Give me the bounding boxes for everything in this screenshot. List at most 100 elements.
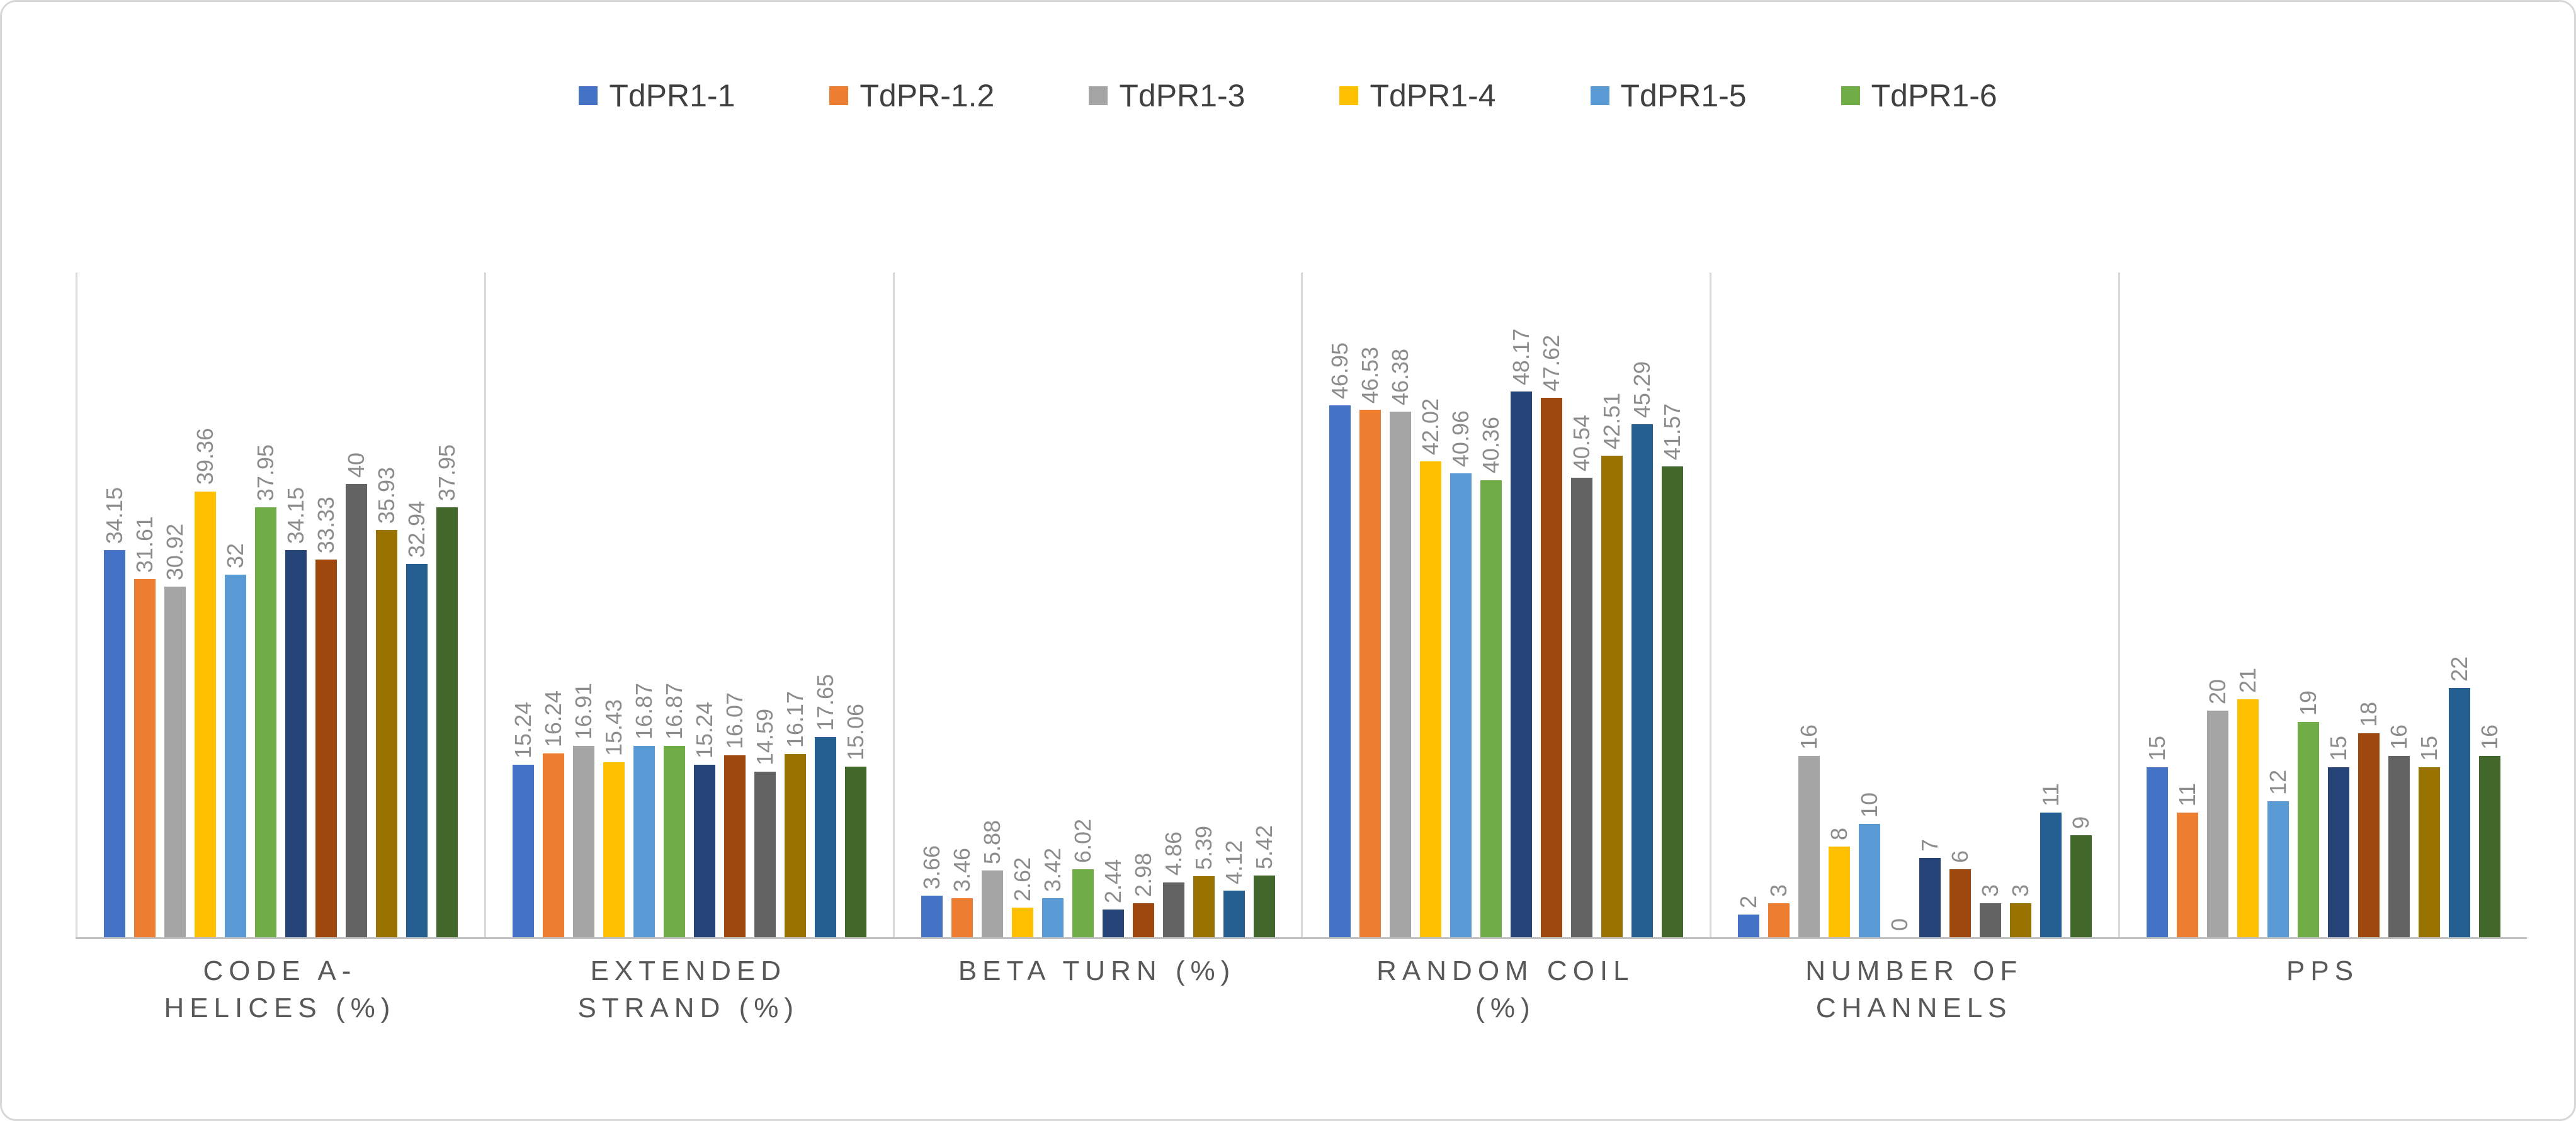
bar-value-label: 19 bbox=[2295, 690, 2322, 716]
bar-group: 15.24 16.24 16.91 15.43 16.87 16.87 15.24 16.07… bbox=[484, 273, 893, 937]
legend-item: TdPR-1.2 bbox=[829, 77, 994, 114]
bar-value-label: 11 bbox=[2038, 782, 2064, 806]
bar-value-label: 7 bbox=[1917, 838, 1943, 852]
category-label-line: STRAND (%) bbox=[577, 993, 800, 1024]
category-label: RANDOM COIL (%) bbox=[1301, 952, 1710, 1027]
bar bbox=[375, 530, 397, 937]
bar bbox=[1571, 478, 1593, 937]
bar bbox=[2237, 699, 2259, 937]
bar bbox=[1511, 391, 1533, 937]
bar-cell: 12 bbox=[2265, 273, 2291, 937]
category-label-line: HELICES (%) bbox=[164, 993, 396, 1024]
bar-cell: 40.36 bbox=[1478, 273, 1504, 937]
bar-cell: 21 bbox=[2235, 273, 2261, 937]
bar bbox=[2040, 813, 2062, 937]
bar bbox=[1980, 903, 2002, 937]
bar-value-label: 42.02 bbox=[1417, 398, 1444, 455]
bar-value-label: 16.24 bbox=[540, 690, 566, 747]
bar-cell: 40.54 bbox=[1569, 273, 1595, 937]
bar bbox=[2267, 801, 2289, 937]
legend-label: TdPR1-1 bbox=[609, 78, 735, 113]
bar bbox=[2070, 835, 2092, 937]
bar bbox=[345, 484, 367, 937]
bar-group: 3.66 3.46 5.88 2.62 3.42 6.02 2.44 2.98 4.86 5.39… bbox=[892, 273, 1302, 937]
bar-value-label: 16.91 bbox=[570, 682, 596, 740]
category-label-line: CODE A- bbox=[203, 955, 357, 986]
bar-value-label: 34.15 bbox=[101, 487, 127, 544]
bar-value-label: 15 bbox=[2325, 735, 2352, 761]
bar-cell: 15.06 bbox=[843, 273, 868, 937]
bar-value-label: 3 bbox=[1766, 884, 1792, 897]
legend-label: TdPR1-6 bbox=[1871, 78, 1997, 113]
category-label-line: NUMBER OF bbox=[1805, 955, 2023, 986]
bar bbox=[164, 587, 186, 937]
bar bbox=[1193, 876, 1215, 937]
bar-value-label: 21 bbox=[2235, 667, 2261, 693]
bar-cell: 46.38 bbox=[1387, 273, 1413, 937]
bar bbox=[633, 746, 655, 937]
bar-group: 46.95 46.53 46.38 42.02 40.96 40.36 48.17 47.62… bbox=[1301, 273, 1710, 937]
bar bbox=[2449, 688, 2471, 937]
bar-value-label: 4.12 bbox=[1220, 840, 1247, 884]
category-label-line: CHANNELS bbox=[1815, 993, 2012, 1024]
bar-cell: 4.12 bbox=[1220, 273, 1247, 937]
bar bbox=[2177, 813, 2199, 937]
bar-cell: 2 bbox=[1735, 273, 1761, 937]
bar bbox=[1011, 907, 1033, 937]
bar-cell: 16 bbox=[1796, 273, 1822, 937]
bar-cell: 37.95 bbox=[252, 273, 278, 937]
bar bbox=[254, 507, 276, 937]
bar bbox=[1662, 466, 1684, 937]
bar-value-label: 6.02 bbox=[1069, 818, 1096, 863]
category-label: PPS bbox=[2118, 952, 2527, 1027]
legend-item: TdPR1-4 bbox=[1339, 77, 1496, 114]
bar-value-label: 35.93 bbox=[373, 467, 399, 524]
bar-value-label: 47.62 bbox=[1538, 334, 1565, 392]
bar bbox=[663, 746, 685, 937]
legend-label: TdPR-1.2 bbox=[860, 78, 995, 113]
bar-value-label: 32.94 bbox=[403, 501, 429, 558]
bar-value-label: 40.96 bbox=[1448, 410, 1474, 467]
bar-group: 34.15 31.61 30.92 39.36 32 37.95 34.15 33.33 40 3… bbox=[76, 273, 484, 937]
bar bbox=[2388, 756, 2410, 937]
bar-value-label: 9 bbox=[2068, 816, 2094, 829]
legend-item: TdPR1-5 bbox=[1590, 77, 1747, 114]
bar-value-label: 15.24 bbox=[509, 701, 536, 758]
bar-value-label: 3.46 bbox=[948, 847, 975, 892]
bar bbox=[603, 762, 625, 937]
category-label: NUMBER OF CHANNELS bbox=[1710, 952, 2118, 1027]
legend-item: TdPR1-1 bbox=[579, 77, 735, 114]
bar-cell: 16.17 bbox=[782, 273, 808, 937]
bar bbox=[224, 575, 246, 937]
bar-cell: 46.53 bbox=[1357, 273, 1383, 937]
bar-value-label: 18 bbox=[2356, 701, 2382, 727]
bar bbox=[1041, 898, 1064, 937]
bar-cell: 6 bbox=[1947, 273, 1973, 937]
legend-label: TdPR1-3 bbox=[1119, 78, 1245, 113]
bar-value-label: 39.36 bbox=[191, 428, 218, 485]
bar-cell: 45.29 bbox=[1629, 273, 1655, 937]
bar-cell: 2.98 bbox=[1130, 273, 1156, 937]
bar bbox=[542, 753, 564, 937]
bar-cell: 42.51 bbox=[1599, 273, 1625, 937]
bar-cell: 15.24 bbox=[509, 273, 536, 937]
bar-cell: 40.96 bbox=[1448, 273, 1474, 937]
bar-cell: 39.36 bbox=[191, 273, 218, 937]
bar-value-label: 40.54 bbox=[1569, 415, 1595, 472]
bar bbox=[1480, 480, 1502, 937]
bar-value-label: 16 bbox=[1796, 724, 1822, 750]
bar-value-label: 17.65 bbox=[812, 674, 838, 731]
bar-value-label: 42.51 bbox=[1599, 392, 1625, 449]
bar bbox=[2207, 711, 2229, 937]
bar-cell: 17.65 bbox=[812, 273, 838, 937]
bar-value-label: 45.29 bbox=[1629, 361, 1655, 418]
bar-cell: 22 bbox=[2446, 273, 2472, 937]
category-label: CODE A- HELICES (%) bbox=[76, 952, 484, 1027]
bar bbox=[1359, 410, 1382, 937]
bar-value-label: 5.42 bbox=[1251, 825, 1277, 870]
bar-cell: 15 bbox=[2416, 273, 2442, 937]
bar-cell: 15.43 bbox=[601, 273, 627, 937]
bar bbox=[1329, 405, 1351, 937]
bar-value-label: 16 bbox=[2477, 724, 2503, 750]
bar-cell: 2.44 bbox=[1100, 273, 1126, 937]
